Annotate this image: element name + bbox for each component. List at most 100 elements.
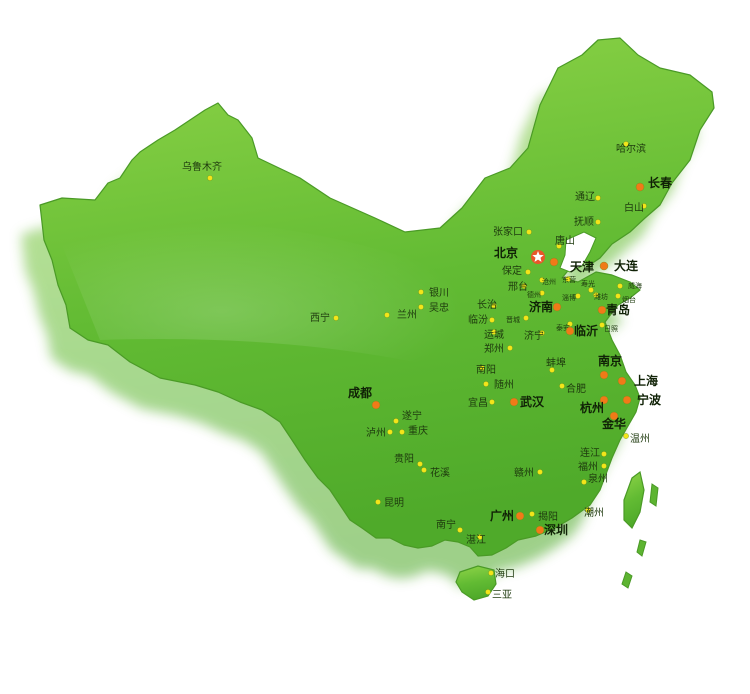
city-51-dot xyxy=(623,433,629,439)
city-54-label: 福州 xyxy=(578,460,598,473)
mainland-highlight xyxy=(60,222,600,420)
city-57-label: 泉州 xyxy=(588,472,608,485)
city-3-dot xyxy=(595,195,601,201)
city-0-label: 乌鲁木齐 xyxy=(182,160,222,173)
city-5-dot xyxy=(595,219,601,225)
city-3-label: 通辽 xyxy=(575,191,595,203)
city-14-dot xyxy=(588,287,594,293)
city-36-dot xyxy=(479,365,485,371)
city-0-dot xyxy=(207,175,213,181)
city-41-dot xyxy=(617,376,627,386)
city-66-label: 三亚 xyxy=(492,590,512,601)
city-26-dot xyxy=(333,315,339,321)
city-28-dot xyxy=(489,317,495,323)
city-64-dot xyxy=(535,525,545,535)
city-55-dot xyxy=(421,467,427,473)
east-islet-3 xyxy=(621,571,633,589)
city-56-dot xyxy=(537,469,543,475)
city-41-label: 上海 xyxy=(634,373,658,388)
city-52-dot xyxy=(601,451,607,457)
city-32-dot xyxy=(599,322,605,328)
city-47-dot xyxy=(393,418,399,424)
city-29-dot xyxy=(523,315,529,321)
city-22-label: 吴忠 xyxy=(429,302,449,314)
city-59-dot xyxy=(515,511,525,521)
city-51-label: 温州 xyxy=(630,433,650,445)
city-8-label: 唐山 xyxy=(555,234,575,247)
city-17-dot xyxy=(539,290,545,296)
city-22-dot xyxy=(418,304,424,310)
city-17-label: 德州 xyxy=(527,290,541,299)
city-40-dot xyxy=(559,383,565,389)
city-20-dot xyxy=(615,293,621,299)
city-54-dot xyxy=(601,463,607,469)
city-58-dot xyxy=(375,499,381,505)
city-39-dot xyxy=(483,381,489,387)
city-27-dot xyxy=(384,312,390,318)
city-39-label: 随州 xyxy=(494,378,514,391)
city-64-label: 深圳 xyxy=(544,522,568,537)
city-46-label: 宁波 xyxy=(637,392,662,407)
city-15-dot xyxy=(617,283,623,289)
china-landmass xyxy=(39,37,715,601)
city-16-label: 邢台 xyxy=(508,280,528,293)
city-58-label: 昆明 xyxy=(384,497,404,509)
city-6-dot xyxy=(526,229,532,235)
east-islet-1 xyxy=(649,483,659,507)
city-12-label: 沧州 xyxy=(542,277,556,286)
city-11-dot xyxy=(525,269,531,275)
city-16-dot xyxy=(521,283,527,289)
city-49-label: 泸州 xyxy=(366,427,386,439)
city-1-label: 哈尔滨 xyxy=(616,142,646,155)
city-21-label: 银川 xyxy=(429,286,449,299)
city-27-label: 兰州 xyxy=(397,308,417,321)
city-44-dot xyxy=(509,397,519,407)
city-31-dot xyxy=(565,326,575,336)
city-14-label: 寿光 xyxy=(581,279,595,288)
city-52-label: 连江 xyxy=(580,446,600,459)
city-37-label: 蚌埠 xyxy=(546,356,566,369)
city-9-dot xyxy=(549,257,559,267)
east-islet-2 xyxy=(636,539,647,557)
city-20-label: 烟台 xyxy=(622,295,636,304)
city-12-dot xyxy=(539,277,545,283)
city-35-label: 郑州 xyxy=(484,342,504,355)
city-53-label: 贵阳 xyxy=(394,452,414,465)
city-19-label: 潍坊 xyxy=(594,292,608,301)
city-57-dot xyxy=(581,479,587,485)
city-62-dot xyxy=(457,527,463,533)
city-13-label: 东营 xyxy=(562,275,576,284)
city-43-label: 宜昌 xyxy=(468,396,488,409)
city-48-label: 金华 xyxy=(601,416,626,431)
city-60-dot xyxy=(529,511,535,517)
city-66-dot xyxy=(485,589,491,595)
city-34-dot xyxy=(539,330,545,336)
city-55-label: 花溪 xyxy=(430,466,450,479)
city-42-dot xyxy=(371,400,381,410)
city-60-label: 揭阳 xyxy=(538,510,558,523)
city-23-label: 长治 xyxy=(477,298,497,311)
city-15-label: 威海 xyxy=(628,281,642,290)
city-62-label: 南宁 xyxy=(436,518,456,531)
city-63-label: 湛江 xyxy=(466,534,486,546)
city-13-dot xyxy=(565,276,571,282)
city-24-label: 济南 xyxy=(529,299,553,314)
city-28-label: 临汾 xyxy=(468,313,488,326)
city-45-label: 杭州 xyxy=(580,400,604,415)
city-7-star-icon xyxy=(532,251,544,262)
city-65-label: 海口 xyxy=(495,567,515,580)
city-42-label: 成都 xyxy=(348,385,372,400)
city-21-dot xyxy=(418,289,424,295)
city-38-dot xyxy=(599,370,609,380)
city-4-dot xyxy=(641,203,647,209)
city-25-dot xyxy=(597,305,607,315)
city-53-dot xyxy=(417,461,423,467)
city-26-label: 西宁 xyxy=(310,311,330,324)
city-50-label: 重庆 xyxy=(408,424,428,437)
city-33-dot xyxy=(491,329,497,335)
city-25-label: 青岛 xyxy=(606,302,630,317)
city-4-label: 白山 xyxy=(624,201,644,214)
city-32-label: 日照 xyxy=(604,325,618,333)
city-18-label: 淄博 xyxy=(562,293,576,302)
city-35-dot xyxy=(507,345,513,351)
